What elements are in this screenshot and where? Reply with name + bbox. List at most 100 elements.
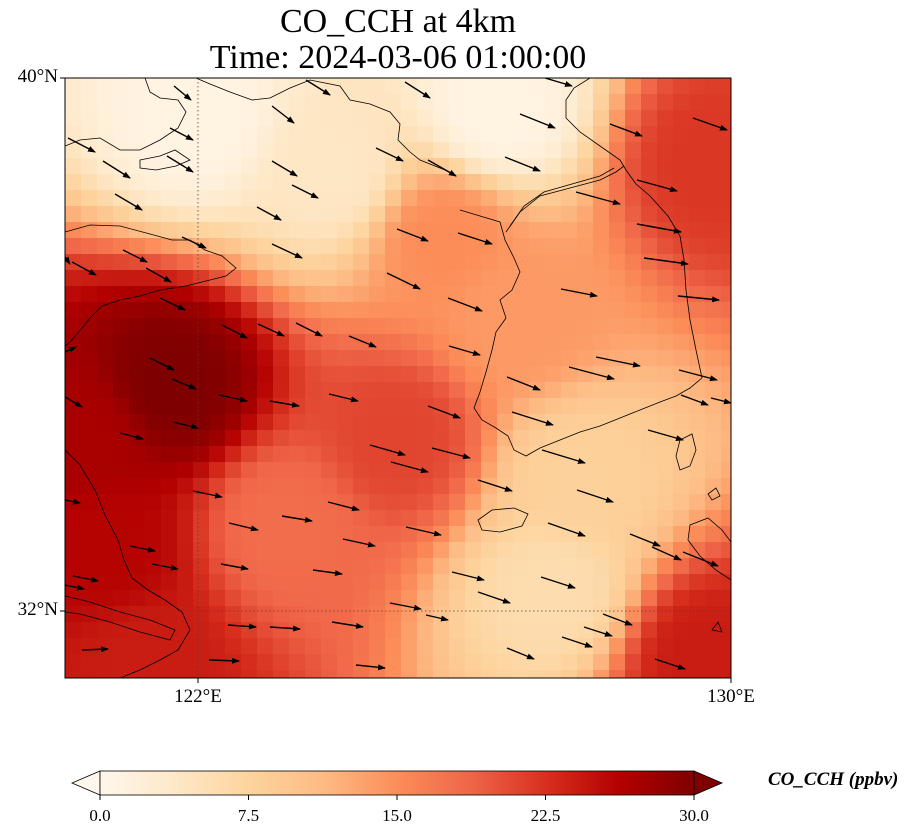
wind-arrow bbox=[173, 85, 192, 101]
field-cell bbox=[81, 238, 98, 255]
field-cell bbox=[561, 542, 578, 559]
field-cell bbox=[641, 334, 658, 351]
wind-arrow bbox=[654, 658, 686, 670]
field-cell bbox=[417, 334, 434, 351]
field-cell bbox=[289, 78, 306, 95]
field-cell bbox=[577, 414, 594, 431]
field-cell bbox=[625, 206, 642, 223]
field-cell bbox=[385, 670, 402, 678]
field-cell bbox=[625, 318, 642, 335]
field-cell bbox=[577, 206, 594, 223]
field-cell bbox=[257, 446, 274, 463]
field-cell bbox=[65, 206, 82, 223]
field-cell bbox=[129, 302, 146, 319]
field-cell bbox=[609, 334, 626, 351]
field-cell bbox=[513, 398, 530, 415]
field-cell bbox=[145, 174, 162, 191]
field-cell bbox=[721, 526, 731, 543]
wind-arrow bbox=[151, 563, 179, 571]
field-cell bbox=[705, 158, 722, 175]
field-cell bbox=[689, 670, 706, 678]
field-cell bbox=[625, 590, 642, 607]
field-cell bbox=[545, 462, 562, 479]
field-cell bbox=[273, 286, 290, 303]
field-cell bbox=[497, 366, 514, 383]
field-cell bbox=[497, 126, 514, 143]
field-cell bbox=[561, 366, 578, 383]
field-cell bbox=[513, 638, 530, 655]
field-cell bbox=[609, 558, 626, 575]
field-cell bbox=[593, 158, 610, 175]
field-cell bbox=[641, 94, 658, 111]
field-cell bbox=[657, 606, 674, 623]
field-cell bbox=[513, 334, 530, 351]
field-cell bbox=[225, 286, 242, 303]
field-cell bbox=[721, 558, 731, 575]
field-cell bbox=[577, 398, 594, 415]
field-cell bbox=[465, 606, 482, 623]
field-cell bbox=[625, 190, 642, 207]
field-cell bbox=[673, 110, 690, 127]
field-cell bbox=[625, 510, 642, 527]
field-cell bbox=[305, 158, 322, 175]
field-cell bbox=[209, 126, 226, 143]
field-cell bbox=[369, 318, 386, 335]
field-cell bbox=[545, 350, 562, 367]
field-cell bbox=[673, 366, 690, 383]
wind-arrow bbox=[281, 515, 313, 523]
field-cell bbox=[481, 382, 498, 399]
field-cell bbox=[625, 254, 642, 271]
field-cell bbox=[177, 222, 194, 239]
field-cell bbox=[225, 398, 242, 415]
field-cell bbox=[417, 366, 434, 383]
field-cell bbox=[97, 78, 114, 95]
map-subtitle-time: Time: 2024-03-06 01:00:00 bbox=[209, 39, 587, 76]
field-cell bbox=[417, 222, 434, 239]
field-cell bbox=[385, 590, 402, 607]
field-cell bbox=[545, 94, 562, 111]
field-cell bbox=[577, 430, 594, 447]
field-cell bbox=[433, 622, 450, 639]
field-cell bbox=[481, 190, 498, 207]
field-cell bbox=[145, 430, 162, 447]
field-cell bbox=[321, 142, 338, 159]
field-cell bbox=[465, 430, 482, 447]
field-cell bbox=[145, 78, 162, 95]
field-cell bbox=[593, 478, 610, 495]
field-cell bbox=[305, 638, 322, 655]
field-cell bbox=[657, 318, 674, 335]
field-cell bbox=[81, 78, 98, 95]
field-cell bbox=[161, 142, 178, 159]
field-cell bbox=[689, 494, 706, 511]
field-cell bbox=[193, 590, 210, 607]
field-cell bbox=[561, 574, 578, 591]
field-cell bbox=[129, 526, 146, 543]
field-cell bbox=[401, 446, 418, 463]
field-cell bbox=[481, 638, 498, 655]
field-cell bbox=[241, 430, 258, 447]
field-cell bbox=[705, 110, 722, 127]
field-cell bbox=[273, 446, 290, 463]
field-cell bbox=[225, 366, 242, 383]
field-cell bbox=[257, 254, 274, 271]
field-cell bbox=[721, 590, 731, 607]
field-cell bbox=[625, 126, 642, 143]
field-cell bbox=[289, 590, 306, 607]
field-cell bbox=[625, 110, 642, 127]
field-cell bbox=[449, 606, 466, 623]
wind-arrow bbox=[511, 411, 554, 426]
field-cell bbox=[641, 190, 658, 207]
field-cell bbox=[193, 622, 210, 639]
field-cell bbox=[177, 622, 194, 639]
field-cell bbox=[129, 334, 146, 351]
field-cell bbox=[225, 494, 242, 511]
wind-arrow bbox=[643, 257, 689, 267]
field-cell bbox=[193, 542, 210, 559]
field-cell bbox=[273, 638, 290, 655]
field-cell bbox=[289, 654, 306, 671]
field-cell bbox=[225, 94, 242, 111]
field-cell bbox=[673, 206, 690, 223]
field-cell bbox=[417, 158, 434, 175]
field-cell bbox=[673, 318, 690, 335]
field-cell bbox=[497, 462, 514, 479]
